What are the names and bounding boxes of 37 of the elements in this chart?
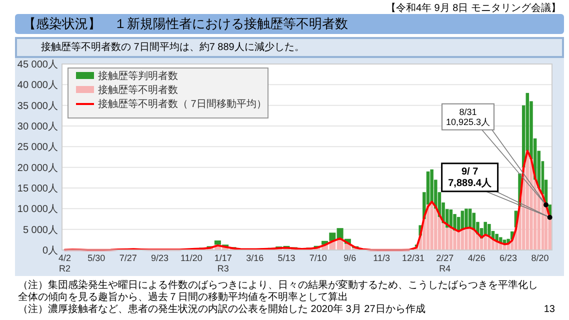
legend-label: 接触歴等不明者数（ 7日間移動平均） xyxy=(98,98,266,110)
x-tick-label: 7/27 xyxy=(119,253,137,263)
y-tick-label: 15 000人 xyxy=(17,184,58,194)
x-tick-label: 12/31 xyxy=(402,253,425,263)
x-tick-label: 11/3 xyxy=(373,253,390,263)
x-tick-label: 1/17 R3 xyxy=(214,253,232,274)
x-tick-label: 9/6 xyxy=(344,253,356,263)
x-tick-label: 5/30 xyxy=(88,253,106,263)
text: （注）集団感染発生や曜日による件数のばらつきにより、日々の結果が変動するため、こうしたばらつきを平準化し全体の傾向を見る趣旨から、過去７日間の移動平均値を不明率として算出 xyxy=(18,280,538,304)
text: 【令和4年 9月 8日 モニタリング会議】 xyxy=(386,2,561,15)
annotation: 8/31 10,925.3人 xyxy=(446,106,490,128)
x-tick-label: 7/10 xyxy=(309,253,327,263)
y-tick-label: 20 000人 xyxy=(17,162,58,174)
legend-label: 接触歴等判明者数 xyxy=(98,70,178,82)
x-tick-label: 11/20 xyxy=(180,253,202,263)
text: （注）濃厚接触者など、患者の発生状況の内訳の公表を開始した 2020年 3月 27日から作成 xyxy=(18,304,426,316)
y-tick-label: 5 000人 xyxy=(22,224,58,236)
y-tick-label: 25 000人 xyxy=(17,142,58,154)
y-tick-label: 0人 xyxy=(42,246,58,256)
legend-label: 接触歴等不明者数 xyxy=(98,84,178,96)
y-tick-label: 35 000人 xyxy=(17,100,58,112)
text: 13 xyxy=(544,304,555,315)
x-tick-label: 8/20 xyxy=(531,253,549,263)
x-tick-label: 3/16 xyxy=(246,253,264,263)
y-tick-label: 45 000人 xyxy=(17,60,58,70)
x-tick-label: 9/23 xyxy=(151,253,169,263)
y-tick-label: 40 000人 xyxy=(17,80,58,92)
annotation: 9/ 7 7,889.4人 xyxy=(448,166,492,189)
x-tick-label: 5/13 xyxy=(278,253,296,263)
x-tick-label: 4/26 xyxy=(468,253,486,263)
chart-title: 【感染状況】 １新規陽性者における接触歴等不明者数 xyxy=(15,14,564,34)
x-tick-label: 2/27 R4 xyxy=(436,253,454,274)
y-tick-label: 10 000人 xyxy=(17,204,58,216)
x-tick-label: 4/2 R2 xyxy=(58,253,71,274)
x-tick-label: 6/23 xyxy=(500,253,518,263)
y-tick-label: 30 000人 xyxy=(17,122,58,132)
chart-subtitle: 接触歴等不明者数の 7日間平均は、約7 889人に減少した。 xyxy=(15,37,564,58)
